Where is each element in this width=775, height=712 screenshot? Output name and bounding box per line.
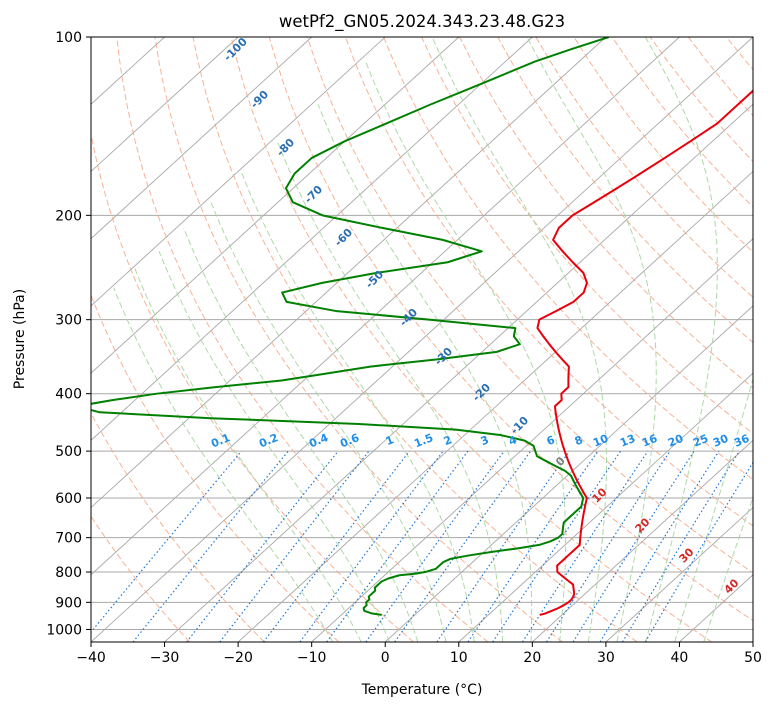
x-tick-label: 30 <box>597 650 615 666</box>
y-tick-label: 200 <box>55 208 82 224</box>
mixing-ratio-line <box>436 450 570 642</box>
mixing-ratio-label: 36 <box>732 432 751 450</box>
moist-adiabat-line <box>241 173 475 642</box>
mixing-ratio-line <box>326 450 469 642</box>
y-tick-label: 900 <box>55 595 82 611</box>
mixing-ratio-line <box>467 450 599 642</box>
moist-adiabat-line <box>365 61 567 642</box>
isotherm-line <box>91 37 460 374</box>
moist-adiabat-line <box>134 267 362 642</box>
x-tick-label: −20 <box>223 650 253 666</box>
x-tick-label: −10 <box>297 650 327 666</box>
mixing-ratio-label: 13 <box>618 432 637 450</box>
isotherm-line <box>605 506 753 642</box>
moist-adiabat-line <box>276 141 504 642</box>
y-tick-label: 100 <box>55 30 82 46</box>
mixing-ratio-line <box>263 450 411 642</box>
x-tick-label: −40 <box>76 650 106 666</box>
mixing-ratio-line <box>599 450 720 642</box>
dry-adiabat-line <box>116 37 489 642</box>
chart-title: wetPf2_GN05.2024.343.23.48.G23 <box>279 12 565 32</box>
mixing-ratio-line <box>132 450 289 642</box>
y-tick-label: 500 <box>55 444 82 460</box>
mixing-ratio-line <box>622 450 740 642</box>
moist-adiabat-line <box>158 251 390 642</box>
y-tick-label: 300 <box>55 313 82 329</box>
dry-adiabat-line <box>535 37 753 298</box>
dry-adiabat-line <box>383 37 753 481</box>
dry-adiabat-line <box>344 37 753 527</box>
y-tick-label: 700 <box>55 531 82 547</box>
x-axis-label: Temperature (°C) <box>361 682 483 698</box>
mixing-ratio-label: 10 <box>591 432 610 450</box>
dewpoint-line <box>91 37 610 616</box>
dry-adiabat-line <box>306 37 753 574</box>
mixing-ratio-label: 30 <box>711 432 730 450</box>
mixing-ratio-line <box>394 450 532 642</box>
mixing-ratio-line <box>91 450 242 634</box>
dry-adiabat-line <box>268 37 753 622</box>
reference-lines <box>91 37 753 642</box>
y-axis-label: Pressure (hPa) <box>12 289 28 389</box>
profile-lines <box>91 37 753 616</box>
dry-adiabat-line <box>459 37 753 389</box>
mixing-ratio-line <box>546 450 671 642</box>
plot-frame <box>90 36 754 643</box>
mixing-ratio-label: 3 <box>479 433 491 448</box>
moist-adiabat-line <box>210 201 447 642</box>
isotherm-line <box>91 37 533 441</box>
mixing-ratio-label: 1 <box>384 433 396 448</box>
isotherm-line <box>164 103 753 642</box>
x-tick-label: 10 <box>450 650 468 666</box>
moist-adiabat-line <box>317 104 533 642</box>
isotherm-line <box>91 37 607 509</box>
x-tick-label: 0 <box>381 650 390 666</box>
moist-adiabat-line <box>183 227 419 642</box>
mixing-ratio-label: 8 <box>573 433 585 448</box>
isotherm-line <box>91 37 239 173</box>
mixing-ratio-line <box>572 450 695 642</box>
mixing-ratio-line <box>492 450 622 642</box>
isotherm-line <box>311 238 753 642</box>
y-tick-label: 400 <box>55 387 82 403</box>
isotherm-line <box>91 37 312 240</box>
dry-adiabat-line <box>497 37 753 344</box>
mixing-ratio-line <box>299 450 444 642</box>
x-tick-label: 50 <box>744 650 762 666</box>
mixing-ratio-label: 20 <box>666 432 685 450</box>
isotherm-line <box>384 305 753 642</box>
mixing-ratio-label: 2 <box>442 433 454 448</box>
dry-adiabat-line <box>192 37 638 642</box>
isotherm-line <box>91 37 753 642</box>
temperature-line <box>536 89 753 616</box>
mixing-ratio-line <box>365 450 505 642</box>
isotherm-line <box>91 37 680 576</box>
moist-adiabat-line <box>431 37 607 642</box>
dry-adiabat-line <box>154 37 563 642</box>
isotherm-line <box>532 439 753 642</box>
axes: −40 −30 −20 −10 0 10 20 30 40 50 100 200 300 400 500 60… <box>46 30 762 666</box>
dry-adiabat-line <box>91 293 340 642</box>
mixing-ratio-line <box>521 450 649 642</box>
mixing-ratio-line <box>186 450 339 642</box>
isotherm-line <box>237 170 753 642</box>
moist-adiabat-line <box>113 287 334 642</box>
x-tick-label: 40 <box>671 650 689 666</box>
mixing-ratio-label: 16 <box>640 432 659 450</box>
dry-adiabat-line <box>91 515 191 642</box>
x-tick-label: −30 <box>150 650 180 666</box>
x-tick-label: 20 <box>523 650 541 666</box>
isotherm-line <box>91 37 386 307</box>
y-tick-label: 1000 <box>46 622 82 638</box>
dry-adiabat-line <box>91 412 265 642</box>
y-tick-label: 600 <box>55 491 82 507</box>
mixing-ratio-label: 25 <box>691 432 710 450</box>
y-tick-label: 800 <box>55 565 82 581</box>
isotherm-line <box>458 372 753 642</box>
